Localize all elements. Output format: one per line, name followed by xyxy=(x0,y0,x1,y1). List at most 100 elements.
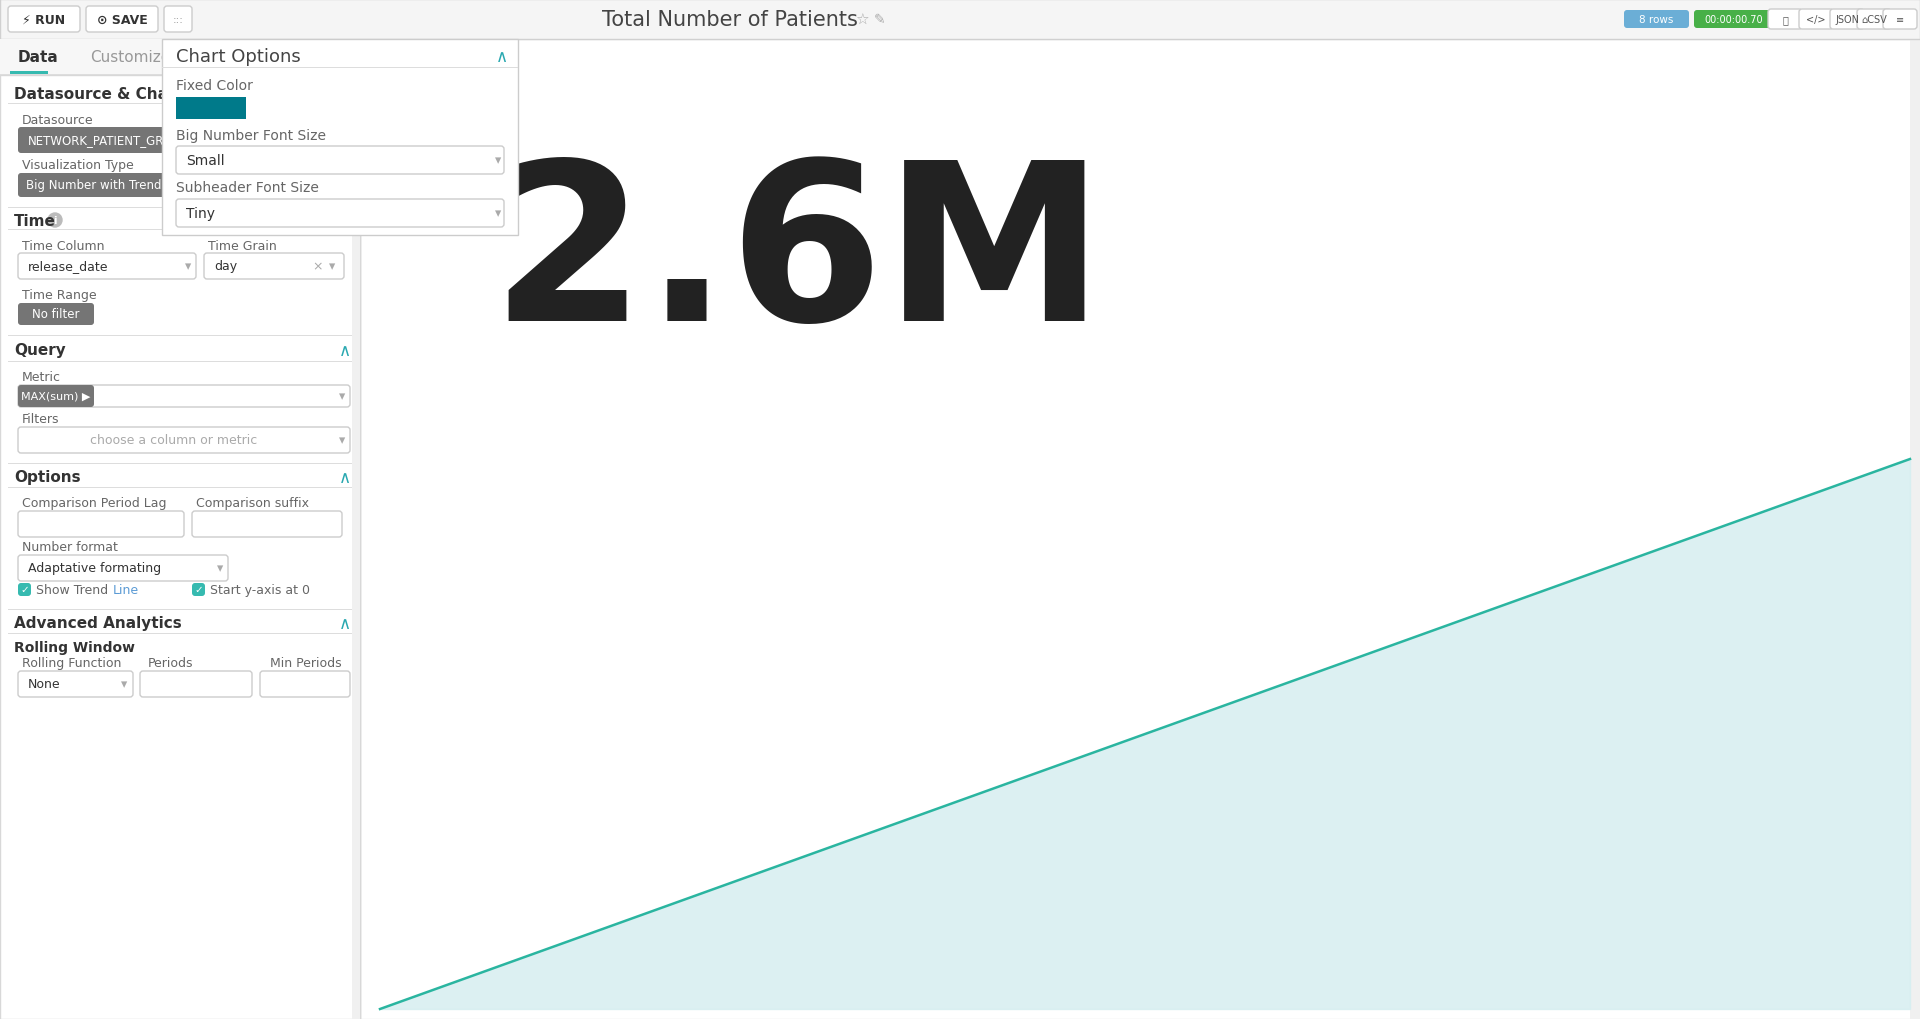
FancyBboxPatch shape xyxy=(86,7,157,33)
FancyBboxPatch shape xyxy=(177,200,503,228)
Text: release_date: release_date xyxy=(29,260,109,273)
Text: Time Range: Time Range xyxy=(21,289,96,303)
Text: ⊙ SAVE: ⊙ SAVE xyxy=(96,13,148,26)
Text: No filter: No filter xyxy=(33,308,81,321)
Text: ⚡ RUN: ⚡ RUN xyxy=(23,13,65,26)
Text: Options: Options xyxy=(13,470,81,485)
Text: Number format: Number format xyxy=(21,541,117,554)
Text: Time: Time xyxy=(13,213,56,228)
FancyBboxPatch shape xyxy=(8,7,81,33)
FancyBboxPatch shape xyxy=(204,254,344,280)
FancyBboxPatch shape xyxy=(0,40,361,75)
Text: Time Grain: Time Grain xyxy=(207,240,276,254)
Text: :::: ::: xyxy=(173,15,184,25)
Text: 📎: 📎 xyxy=(1782,15,1788,25)
FancyBboxPatch shape xyxy=(0,40,361,1019)
Text: ✓: ✓ xyxy=(19,585,29,595)
FancyBboxPatch shape xyxy=(17,254,196,280)
Text: Datasource & Chart Type: Datasource & Chart Type xyxy=(13,87,228,102)
FancyBboxPatch shape xyxy=(1799,10,1834,30)
FancyBboxPatch shape xyxy=(17,584,31,596)
FancyBboxPatch shape xyxy=(351,76,361,196)
Text: Time Column: Time Column xyxy=(21,240,104,254)
Text: ▾: ▾ xyxy=(121,678,127,691)
FancyBboxPatch shape xyxy=(1910,40,1920,1019)
Text: JSON: JSON xyxy=(1836,15,1859,25)
Text: Tiny: Tiny xyxy=(186,207,215,221)
FancyBboxPatch shape xyxy=(177,147,503,175)
Text: Start y-axis at 0: Start y-axis at 0 xyxy=(209,584,309,597)
Text: Customize: Customize xyxy=(90,50,171,64)
Text: ✓: ✓ xyxy=(194,585,204,595)
Text: ▾: ▾ xyxy=(328,260,336,273)
FancyBboxPatch shape xyxy=(17,304,94,326)
FancyBboxPatch shape xyxy=(17,127,278,154)
Text: Subheader Font Size: Subheader Font Size xyxy=(177,180,319,195)
FancyBboxPatch shape xyxy=(177,98,246,120)
FancyBboxPatch shape xyxy=(0,0,1920,40)
Text: Datasource: Datasource xyxy=(21,113,94,126)
FancyBboxPatch shape xyxy=(1830,10,1864,30)
Text: 2.6M: 2.6M xyxy=(490,153,1104,367)
Text: ⌂CSV: ⌂CSV xyxy=(1860,15,1887,25)
Text: Big Number Font Size: Big Number Font Size xyxy=(177,128,326,143)
Text: Min Periods: Min Periods xyxy=(271,657,342,669)
Text: 00:00:00.70: 00:00:00.70 xyxy=(1705,15,1763,25)
Text: Query: Query xyxy=(13,343,65,358)
Text: ▾: ▾ xyxy=(338,434,346,447)
Text: ▾: ▾ xyxy=(338,390,346,404)
FancyBboxPatch shape xyxy=(17,385,94,408)
Text: ▾: ▾ xyxy=(495,207,501,220)
Text: Comparison suffix: Comparison suffix xyxy=(196,497,309,510)
FancyBboxPatch shape xyxy=(10,72,48,75)
Text: 8 rows: 8 rows xyxy=(1640,15,1672,25)
Text: ☆: ☆ xyxy=(854,12,870,28)
Text: day: day xyxy=(213,260,238,273)
FancyBboxPatch shape xyxy=(17,385,349,408)
Text: ×: × xyxy=(313,260,323,273)
Circle shape xyxy=(48,214,61,228)
Text: Rolling Window: Rolling Window xyxy=(13,640,134,654)
Text: ∧: ∧ xyxy=(340,469,351,486)
Text: Small: Small xyxy=(186,154,225,168)
FancyBboxPatch shape xyxy=(17,174,232,198)
Text: Comparison Period Lag: Comparison Period Lag xyxy=(21,497,167,510)
Text: Total Number of Patients: Total Number of Patients xyxy=(603,10,858,30)
Text: ∧: ∧ xyxy=(340,341,351,360)
Text: None: None xyxy=(29,678,61,691)
FancyBboxPatch shape xyxy=(1884,10,1916,30)
Text: Metric: Metric xyxy=(21,371,61,384)
Text: Filters: Filters xyxy=(21,413,60,426)
Text: ▾: ▾ xyxy=(495,154,501,167)
Text: Chart Options: Chart Options xyxy=(177,48,301,66)
Text: </>: </> xyxy=(1807,15,1826,25)
FancyBboxPatch shape xyxy=(192,584,205,596)
FancyBboxPatch shape xyxy=(17,512,184,537)
FancyBboxPatch shape xyxy=(259,672,349,697)
FancyBboxPatch shape xyxy=(17,672,132,697)
Text: Fixed Color: Fixed Color xyxy=(177,78,253,93)
FancyBboxPatch shape xyxy=(17,555,228,582)
Text: MAX(sum) ▶: MAX(sum) ▶ xyxy=(21,391,90,401)
Text: ∧: ∧ xyxy=(495,48,509,66)
FancyBboxPatch shape xyxy=(1693,11,1774,29)
Text: ≡: ≡ xyxy=(1895,15,1905,25)
FancyBboxPatch shape xyxy=(284,127,309,154)
Text: ✎: ✎ xyxy=(874,13,885,26)
Polygon shape xyxy=(380,460,1910,1009)
Text: +: + xyxy=(290,131,305,150)
Text: choose a column or metric: choose a column or metric xyxy=(90,434,257,447)
Text: Line: Line xyxy=(113,584,138,597)
Text: Show Trend: Show Trend xyxy=(36,584,111,597)
FancyBboxPatch shape xyxy=(361,40,1920,1019)
FancyBboxPatch shape xyxy=(1768,10,1803,30)
FancyBboxPatch shape xyxy=(192,512,342,537)
Text: ∧: ∧ xyxy=(340,614,351,633)
Text: Adaptative formating: Adaptative formating xyxy=(29,561,161,575)
FancyBboxPatch shape xyxy=(351,76,361,1019)
Text: Periods: Periods xyxy=(148,657,194,669)
Text: Rolling Function: Rolling Function xyxy=(21,657,121,669)
FancyBboxPatch shape xyxy=(0,76,361,1019)
FancyBboxPatch shape xyxy=(1857,10,1891,30)
FancyBboxPatch shape xyxy=(17,428,349,453)
